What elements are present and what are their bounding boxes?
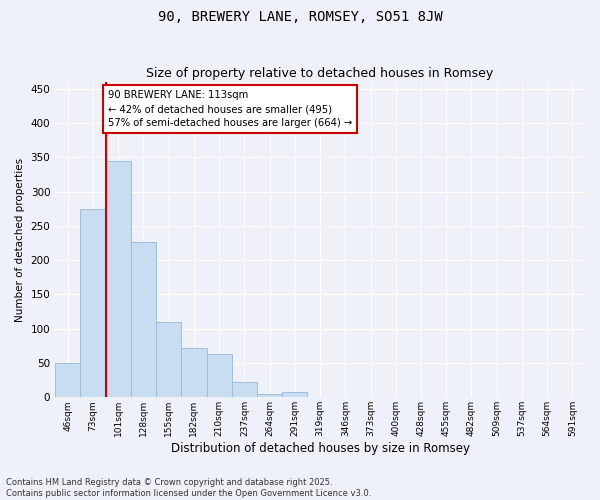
- Text: 90, BREWERY LANE, ROMSEY, SO51 8JW: 90, BREWERY LANE, ROMSEY, SO51 8JW: [158, 10, 442, 24]
- Bar: [232, 382, 257, 398]
- Text: Contains HM Land Registry data © Crown copyright and database right 2025.
Contai: Contains HM Land Registry data © Crown c…: [6, 478, 371, 498]
- X-axis label: Distribution of detached houses by size in Romsey: Distribution of detached houses by size …: [170, 442, 470, 455]
- Bar: [156, 322, 181, 398]
- Bar: [131, 242, 156, 398]
- Bar: [307, 396, 332, 398]
- Bar: [106, 161, 131, 398]
- Bar: [257, 394, 282, 398]
- Title: Size of property relative to detached houses in Romsey: Size of property relative to detached ho…: [146, 66, 494, 80]
- Bar: [55, 363, 80, 398]
- Bar: [282, 392, 307, 398]
- Bar: [181, 348, 206, 398]
- Bar: [383, 396, 409, 398]
- Y-axis label: Number of detached properties: Number of detached properties: [15, 158, 25, 322]
- Text: 90 BREWERY LANE: 113sqm
← 42% of detached houses are smaller (495)
57% of semi-d: 90 BREWERY LANE: 113sqm ← 42% of detache…: [108, 90, 352, 128]
- Bar: [206, 354, 232, 398]
- Bar: [80, 209, 106, 398]
